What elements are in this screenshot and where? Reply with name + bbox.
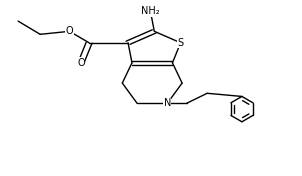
Text: O: O: [66, 26, 73, 36]
Text: N: N: [164, 98, 171, 108]
Text: NH₂: NH₂: [141, 6, 160, 16]
Text: S: S: [178, 38, 184, 48]
Text: O: O: [77, 58, 85, 68]
